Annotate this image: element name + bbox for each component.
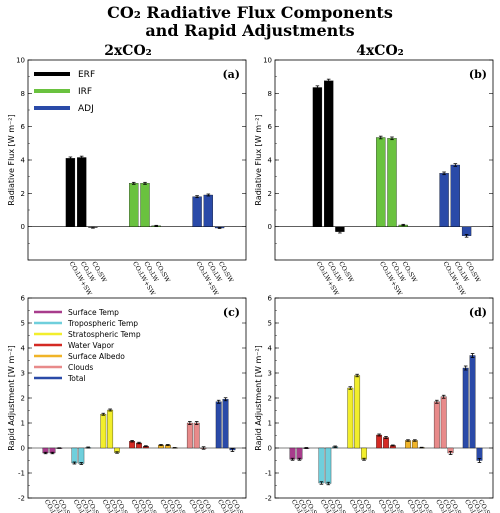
y-tick-label: 4	[21, 157, 26, 165]
bar-total-0	[462, 367, 469, 449]
column-title-4xco2: 4xCO₂	[356, 43, 404, 59]
y-tick-label: 2	[21, 190, 25, 198]
y-tick-label: 5	[268, 320, 272, 328]
panel-label: (a)	[222, 68, 240, 81]
y-tick-label: 6	[268, 295, 273, 303]
bar-tropospheric-temp-0	[318, 447, 325, 484]
figure-title-line1: CO₂ Radiative Flux Components	[107, 3, 393, 22]
bar-adj-0	[192, 196, 202, 227]
bar-stratospheric-temp-0	[100, 414, 107, 449]
bar-irf-0	[376, 137, 386, 227]
panel-label: (c)	[223, 306, 240, 319]
y-tick-label: 6	[268, 123, 273, 131]
bar-irf-1	[387, 138, 397, 227]
bar-erf-1	[324, 80, 334, 227]
y-tick-label: 3	[268, 370, 272, 378]
plot-frame	[27, 297, 247, 499]
legend-label-surface-temp: Surface Temp	[68, 308, 119, 317]
legend-label-total: Total	[67, 374, 86, 383]
y-tick-label: 8	[268, 90, 272, 98]
y-tick-label: -1	[265, 470, 272, 478]
y-tick-label: -2	[265, 495, 272, 503]
figure-title-line2: and Rapid Adjustments	[145, 21, 354, 40]
panel-label: (d)	[469, 306, 487, 319]
y-tick-label: 0	[21, 223, 25, 231]
legend-label-tropospheric-temp: Tropospheric Temp	[67, 319, 138, 328]
y-tick-label: 4	[268, 157, 273, 165]
y-tick-label: 0	[268, 223, 272, 231]
bar-clouds-0	[433, 401, 440, 449]
bar-adj-1	[450, 164, 460, 227]
bar-total-0	[215, 401, 222, 449]
y-tick-label: -1	[18, 470, 25, 478]
bar-stratospheric-temp-1	[107, 409, 114, 449]
bar-stratospheric-temp-1	[354, 375, 361, 449]
y-axis-label: Rapid Adjustment [W m⁻²]	[7, 345, 16, 451]
plot-frame	[274, 297, 494, 499]
legend-label-surface-albedo: Surface Albedo	[68, 352, 125, 361]
y-tick-label: 10	[16, 57, 25, 65]
bar-erf-1	[77, 157, 87, 227]
bar-adj-0	[439, 173, 449, 227]
y-tick-label: 2	[268, 190, 272, 198]
bar-water-vapor-1	[383, 437, 389, 449]
y-tick-label: 10	[263, 57, 272, 65]
y-tick-label: -2	[18, 495, 25, 503]
y-tick-label: 3	[21, 370, 25, 378]
bar-erf-0	[65, 158, 76, 227]
bar-tropospheric-temp-1	[325, 447, 332, 484]
legend-label-clouds: Clouds	[68, 363, 93, 372]
bar-total-1	[469, 355, 476, 449]
y-axis-label: Rapid Adjustment [W m⁻²]	[254, 345, 263, 451]
y-tick-label: 5	[21, 320, 25, 328]
y-axis-label: Radiative Flux [W m⁻²]	[7, 114, 16, 205]
y-tick-label: 4	[268, 345, 273, 353]
legend-label-adj: ADJ	[78, 104, 94, 114]
legend-label-erf: ERF	[78, 70, 95, 80]
column-title-2xco2: 2xCO₂	[104, 43, 152, 59]
panel-label: (b)	[469, 68, 487, 81]
bar-surface-temp-1	[296, 447, 303, 460]
bar-total-1	[222, 399, 229, 449]
y-tick-label: 6	[21, 295, 26, 303]
bar-stratospheric-temp-0	[347, 387, 354, 449]
y-tick-label: 1	[268, 420, 272, 428]
bar-clouds-1	[440, 396, 447, 449]
y-tick-label: 2	[21, 395, 25, 403]
bar-water-vapor-0	[376, 434, 383, 449]
bar-clouds-0	[186, 422, 193, 449]
y-tick-label: 0	[268, 445, 272, 453]
legend-label-irf: IRF	[78, 87, 92, 97]
bar-erf-0	[312, 87, 323, 227]
y-axis-label: Radiative Flux [W m⁻²]	[254, 114, 263, 205]
y-tick-label: 0	[21, 445, 25, 453]
bar-stratospheric-temp-2	[361, 447, 367, 460]
legend-label-stratospheric-temp: Stratospheric Temp	[68, 330, 141, 339]
bar-clouds-1	[193, 422, 200, 449]
y-tick-label: 1	[21, 420, 25, 428]
y-tick-label: 4	[21, 345, 26, 353]
legend-label-water-vapor: Water Vapor	[68, 341, 115, 350]
bar-tropospheric-temp-0	[71, 447, 78, 464]
bar-adj-1	[203, 194, 213, 227]
y-tick-label: 6	[21, 123, 26, 131]
bar-irf-1	[140, 183, 150, 227]
bar-surface-temp-0	[289, 447, 296, 460]
y-tick-label: 8	[21, 90, 25, 98]
bar-tropospheric-temp-1	[78, 447, 85, 464]
y-tick-label: 2	[268, 395, 272, 403]
bar-irf-0	[129, 183, 139, 227]
